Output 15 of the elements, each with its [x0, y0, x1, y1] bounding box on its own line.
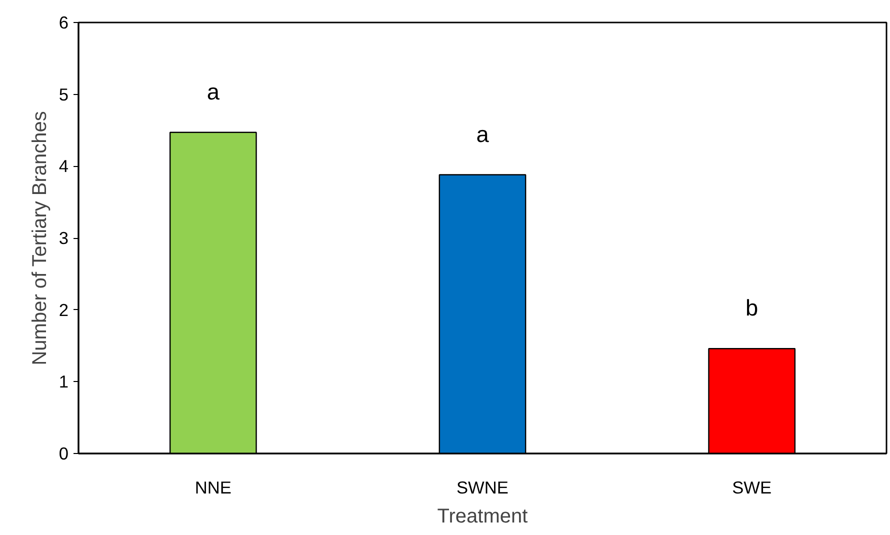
x-tick-label: SWNE: [456, 478, 509, 498]
x-tick-label: NNE: [194, 478, 232, 498]
y-tick-label: 5: [58, 84, 69, 104]
x-axis-title: Treatment: [437, 506, 528, 528]
y-tick-label: 3: [58, 228, 69, 248]
y-axis-title: Number of Tertiary Branches: [28, 111, 51, 366]
x-tick-label: SWE: [732, 478, 772, 498]
y-tick-label: 1: [58, 372, 69, 392]
annotation: b: [746, 294, 758, 321]
y-tick-label: 6: [58, 12, 69, 32]
y-tick-label: 2: [58, 300, 69, 320]
annotation: a: [476, 120, 490, 147]
annotation: a: [206, 78, 220, 104]
y-tick-label: 0: [58, 444, 69, 464]
y-tick-label: 4: [58, 156, 69, 176]
